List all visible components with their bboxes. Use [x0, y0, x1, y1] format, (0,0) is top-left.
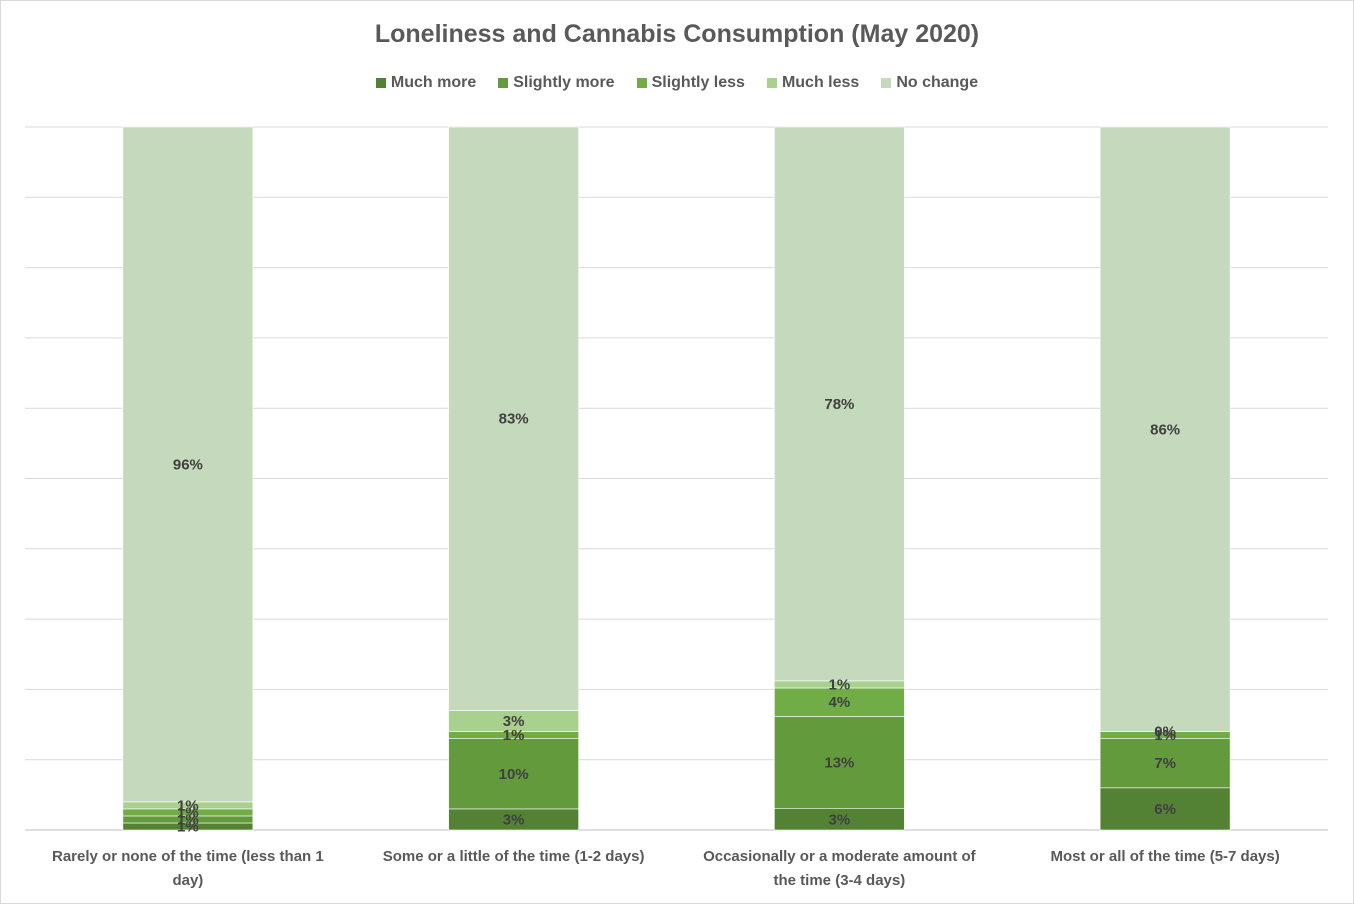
data-label: 1% — [503, 727, 525, 744]
category-label: Most or all of the time (5-7 days) — [1051, 848, 1280, 865]
bar-segment — [122, 126, 254, 803]
bar-segment — [448, 738, 579, 810]
legend-item: Slightly less — [636, 74, 745, 92]
bar-segment — [774, 716, 905, 809]
data-label: 1% — [1154, 727, 1176, 744]
bar-segment — [1099, 126, 1231, 732]
legend-item: No change — [881, 74, 978, 92]
bar-segment — [774, 687, 905, 717]
data-label: 1% — [177, 804, 199, 821]
legend-swatch — [498, 78, 509, 88]
legend-label: No change — [896, 74, 979, 91]
data-label: 86% — [1150, 421, 1180, 438]
bar-segment — [448, 126, 579, 711]
bar-segment — [1099, 738, 1231, 789]
data-label: 3% — [503, 713, 525, 730]
legend-label: Slightly more — [513, 74, 615, 91]
legend-label: Much more — [390, 74, 477, 91]
data-label: 3% — [829, 811, 851, 828]
legend-swatch — [375, 78, 386, 88]
data-label: 4% — [829, 694, 851, 711]
category-label: day) — [172, 872, 203, 889]
legend-swatch — [636, 78, 647, 88]
category-label: the time (3-4 days) — [774, 872, 906, 889]
data-label: 78% — [824, 396, 854, 413]
legend-swatch — [881, 78, 892, 88]
legend-swatch — [766, 78, 777, 88]
legend-item: Much more — [375, 74, 477, 92]
data-label: 13% — [824, 755, 854, 772]
category-labels: Rarely or none of the time (less than 1 d… — [52, 848, 1280, 889]
legend-label: Slightly less — [651, 74, 745, 91]
category-label: Rarely or none of the time (less than 1 — [52, 848, 324, 865]
legend-label: Much less — [781, 74, 860, 91]
data-label: 1% — [177, 811, 199, 828]
data-label: 7% — [1154, 755, 1176, 772]
data-label: 1% — [177, 818, 199, 835]
bars — [122, 126, 1231, 831]
data-label: 1% — [829, 676, 851, 693]
chart-legend: Much more Slightly more Slightly less Much … — [0, 74, 1354, 92]
bar-segment — [1099, 787, 1231, 831]
data-label: 3% — [503, 811, 525, 828]
category-label: Some or a little of the time (1-2 days) — [383, 848, 645, 865]
data-label: 96% — [173, 456, 203, 473]
legend-item: Much less — [766, 74, 860, 92]
chart-title: Loneliness and Cannabis Consumption (May… — [374, 20, 980, 48]
data-label: 83% — [499, 411, 529, 428]
legend-item: Slightly more — [498, 74, 615, 92]
data-label: 1% — [177, 797, 199, 814]
category-label: Occasionally or a moderate amount of — [703, 848, 977, 865]
data-label: 6% — [1154, 801, 1176, 818]
data-labels: 1%1%1%1%96%3%10%1%3%83%3%13%4%1%78%6%7%1… — [173, 396, 1180, 836]
bar-segment — [774, 126, 905, 682]
data-label: 10% — [499, 766, 529, 783]
data-label: 0% — [1154, 724, 1176, 741]
